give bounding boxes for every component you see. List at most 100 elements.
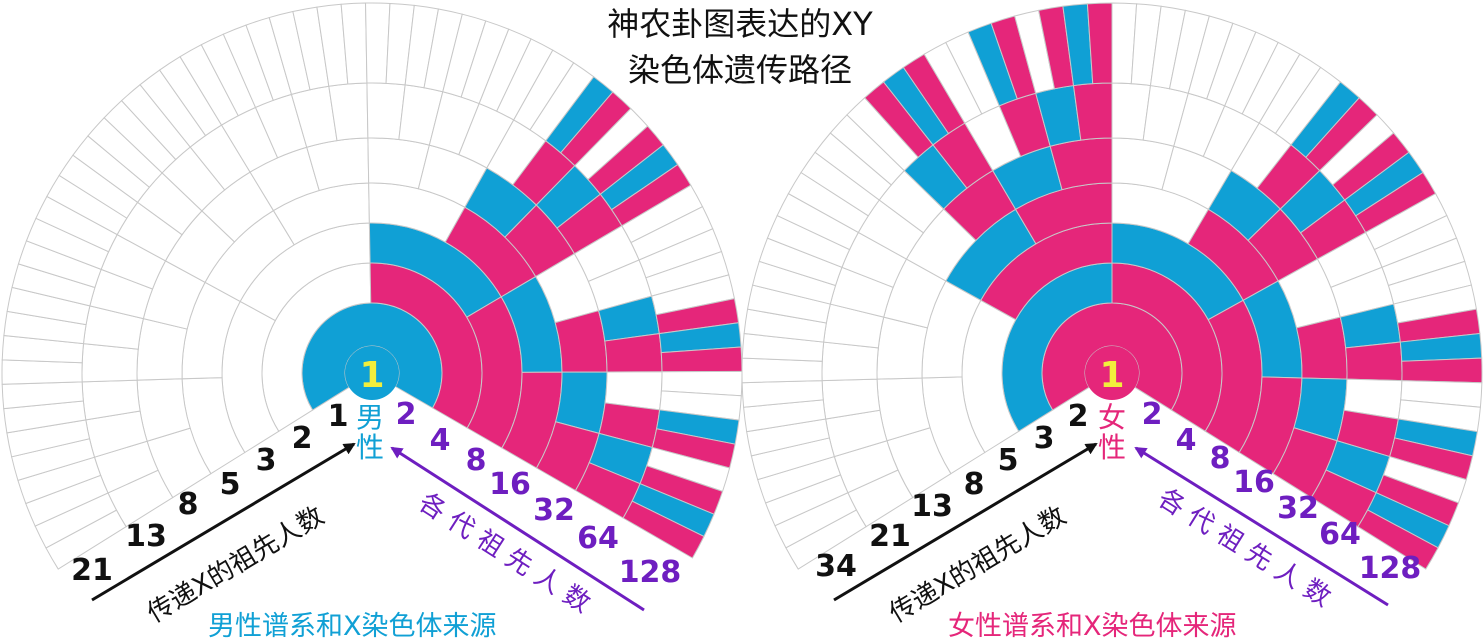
ancestor-cell [316, 3, 349, 87]
male-center-disc [345, 346, 399, 400]
ancestor-cell [743, 399, 827, 433]
ancestor-cell [120, 83, 191, 161]
ancestor-cell [774, 492, 858, 549]
x-carrier-ancestor-cell [1295, 316, 1348, 380]
female-caption: 女性谱系和X染色体来源 [948, 611, 1237, 642]
ancestor-cell [72, 135, 151, 203]
ancestor-cell [34, 492, 118, 549]
ancestor-cell [17, 456, 102, 505]
ancestor-cell [1, 359, 83, 385]
ancestor-cell [529, 62, 595, 142]
ancestor-cell [923, 41, 983, 124]
x-carrier-ancestor-cell [902, 53, 966, 135]
ancestor-cell [1224, 31, 1279, 115]
title-line-1: 神农卦图表达的XY [607, 5, 873, 43]
x-carrier-ancestor-cell [1397, 308, 1481, 343]
ancestor-cell [58, 154, 139, 219]
female-x-count: 21 [869, 519, 911, 554]
ancestor-cell [404, 4, 440, 89]
male-x-ancestor-counts: 1 2 3 5 8 13 21 [71, 399, 348, 588]
male-x-count: 13 [125, 519, 167, 554]
ancestor-cell [741, 380, 824, 408]
ancestor-cell [800, 151, 880, 217]
female-gen-count: 16 [1233, 465, 1275, 500]
ancestor-cell [785, 509, 867, 570]
female-gen-count: 64 [1319, 517, 1361, 552]
ancestor-cell [750, 437, 835, 481]
female-x-count: 5 [998, 443, 1019, 478]
x-carrier-ancestor-cell [1086, 2, 1113, 85]
male-caption: 男性谱系和X染色体来源 [208, 611, 497, 642]
x-carrier-ancestor-cell [1375, 474, 1460, 527]
ancestor-cell [630, 205, 714, 261]
ancestor-cell [365, 2, 391, 84]
ancestor-cell [460, 20, 510, 105]
ancestor-cell [6, 419, 91, 458]
ancestor-cell [1168, 9, 1210, 94]
ancestor-cell [11, 438, 96, 482]
x-carrier-ancestor-cell [1357, 509, 1439, 570]
ancestor-cell [158, 55, 223, 137]
x-carrier-ancestor-cell [1345, 341, 1403, 382]
ancestor-cell [200, 33, 257, 117]
female-x-count: 13 [911, 489, 953, 524]
male-x-count: 21 [71, 553, 113, 588]
female-x-ancestor-counts: 2 3 5 8 13 21 34 [815, 399, 1088, 584]
x-carrier-ancestor-cell [1399, 332, 1483, 362]
male-gen-count: 128 [619, 555, 682, 590]
ancestor-cell [746, 284, 831, 324]
male-gen-count: 64 [577, 521, 619, 556]
x-carrier-ancestor-cell [882, 66, 950, 146]
ancestor-cell [766, 214, 851, 268]
ancestor-cell [1373, 214, 1458, 268]
x-carrier-ancestor-cell [1072, 82, 1113, 141]
ancestor-cell [821, 341, 879, 382]
ancestor-cell [741, 357, 823, 384]
x-carrier-ancestor-cell [1401, 357, 1483, 384]
x-carrier-ancestor-cell [1049, 137, 1113, 191]
ancestor-cell [757, 455, 842, 504]
male-x-ancestor-arrow [91, 442, 356, 602]
x-carrier-ancestor-cell [587, 125, 665, 195]
ancestor-cell [17, 240, 102, 289]
x-carrier-ancestor-cell [655, 409, 740, 445]
ancestor-cell [746, 418, 830, 457]
female-sex-label: 女 性 [1098, 401, 1127, 464]
ancestor-cell [1258, 53, 1322, 135]
male-gen-count: 32 [533, 493, 575, 528]
ancestor-cell [1, 334, 85, 364]
ancestor-cell [45, 509, 127, 570]
x-carrier-ancestor-cell [1389, 437, 1474, 481]
title-line-2: 染色体遗传路径 [627, 51, 852, 89]
ancestor-cell [1387, 260, 1473, 305]
ancestor-cell [846, 97, 919, 172]
x-carrier-ancestor-cell [1355, 171, 1437, 234]
ancestor-cell [179, 44, 239, 126]
ancestor-cell [1397, 399, 1481, 433]
female-x-ancestor-arrow [833, 442, 1098, 602]
ancestor-cell [741, 332, 825, 362]
ancestor-cell [660, 370, 743, 397]
ancestor-cell [1400, 380, 1483, 408]
ancestor-cell [1319, 114, 1395, 186]
x-carrier-ancestor-cell [1290, 81, 1360, 158]
x-carrier-ancestor-cell [1305, 97, 1378, 172]
x-carrier-ancestor-cell [967, 22, 1018, 107]
ancestor-cell [25, 217, 110, 271]
ancestor-cell [1149, 5, 1186, 90]
ancestor-cell [25, 474, 109, 527]
ancestor-cell [1241, 41, 1301, 124]
ancestor-cell [645, 250, 730, 297]
x-carrier-ancestor-cell [1062, 3, 1094, 87]
ancestor-cell [423, 8, 463, 93]
ancestor-cell [659, 390, 742, 421]
ancestor-cell [513, 49, 575, 131]
ancestor-cell [268, 10, 311, 96]
ancestor-cell [1111, 2, 1138, 85]
x-carrier-ancestor-cell [1344, 151, 1424, 217]
ancestor-cell [46, 174, 128, 236]
female-pedigree-fan [741, 2, 1483, 570]
ancestor-cell [787, 171, 869, 234]
male-pedigree-fan [1, 2, 743, 570]
